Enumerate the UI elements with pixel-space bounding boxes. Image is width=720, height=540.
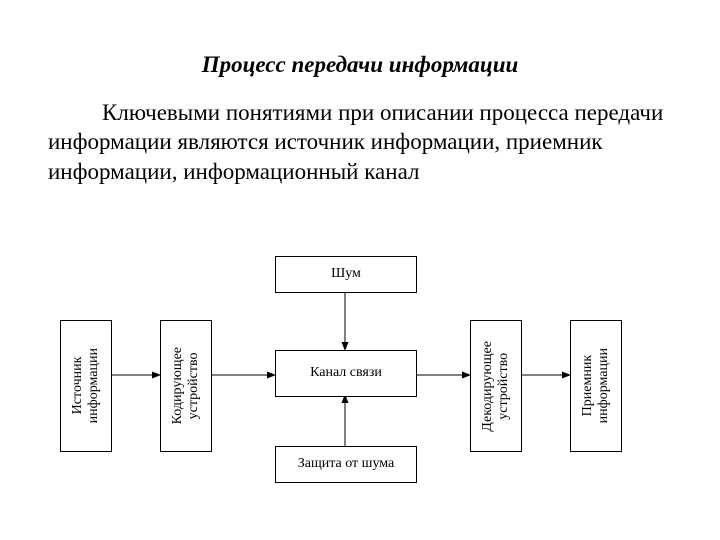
node-encoder: Кодирующее устройство <box>160 320 212 452</box>
body-paragraph: Ключевыми понятиями при описании процесс… <box>48 98 672 186</box>
node-receiver: Приемник информации <box>570 320 622 452</box>
node-channel: Канал связи <box>275 350 417 397</box>
node-noise: Шум <box>275 256 417 293</box>
node-source: Источник информации <box>60 320 112 452</box>
node-source-label: Источник информации <box>70 348 102 423</box>
page-title: Процесс передачи информации <box>0 52 720 78</box>
node-channel-label: Канал связи <box>310 365 382 381</box>
transmission-diagram: Источник информации Кодирующее устройств… <box>50 240 670 500</box>
node-decoder-label: Декодирующее устройство <box>480 341 512 432</box>
node-receiver-label: Приемник информации <box>580 348 612 423</box>
node-encoder-label: Кодирующее устройство <box>170 347 202 424</box>
node-protect-label: Защита от шума <box>298 456 395 472</box>
node-protect: Защита от шума <box>275 446 417 483</box>
node-noise-label: Шум <box>331 266 361 282</box>
node-decoder: Декодирующее устройство <box>470 320 522 452</box>
